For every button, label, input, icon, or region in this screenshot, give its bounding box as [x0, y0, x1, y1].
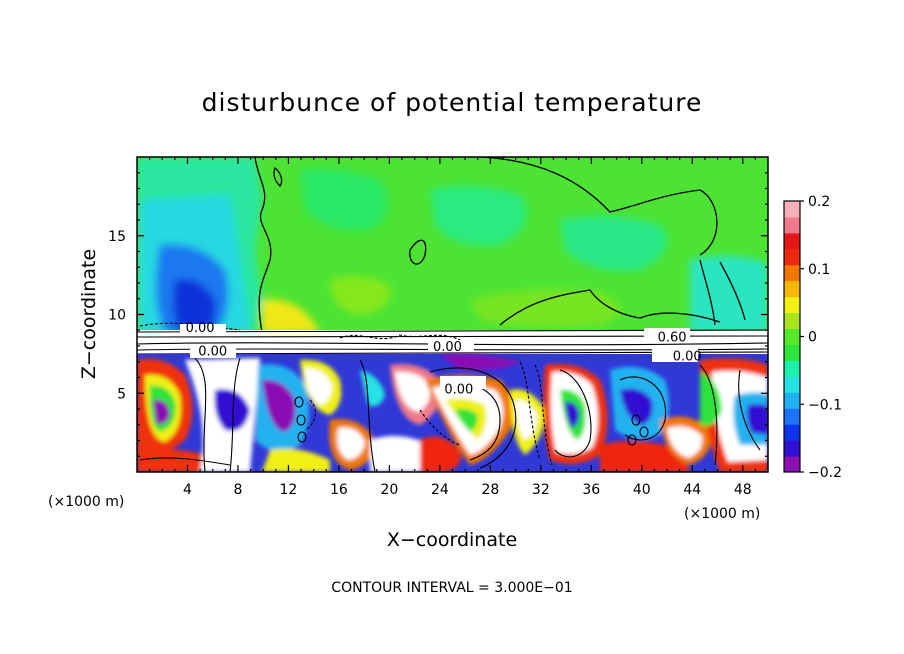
colorbar-swatch [784, 392, 800, 409]
colorbar-tick-label: 0 [808, 330, 817, 346]
plot-area: 0.00 0.00 0.00 0.00 0.60 0.00 [137, 157, 768, 472]
z-tick-labels: 5 10 15 [108, 229, 126, 403]
lower-field-patches [137, 354, 768, 472]
x-unit-label-right: (×1000 m) [684, 506, 760, 522]
x-tick-label: 32 [532, 482, 550, 498]
z-tick-label: 10 [108, 308, 126, 324]
colorbar-swatch [784, 201, 800, 218]
colorbar-swatch [784, 216, 800, 234]
colorbar-swatch [784, 328, 800, 345]
contour-labels: 0.00 0.00 0.00 0.00 0.60 0.00 [186, 321, 702, 397]
colorbar-swatch [784, 232, 800, 250]
colorbar-swatch [784, 408, 800, 425]
x-tick-labels: 4 8 12 16 20 24 28 32 36 40 44 48 [183, 482, 752, 498]
x-tick-label: 24 [431, 482, 449, 498]
colorbar-swatch [784, 344, 800, 361]
x-axis-title: X−coordinate [387, 529, 517, 551]
x-tick-label: 4 [183, 482, 192, 498]
x-unit-label-left: (×1000 m) [48, 494, 124, 510]
colorbar-swatch [784, 280, 800, 298]
x-tick-label: 16 [330, 482, 348, 498]
upper-field-patches [137, 157, 768, 333]
contour-label-backgrounds [180, 324, 698, 389]
contour-label: 0.00 [433, 340, 462, 355]
x-tick-label: 8 [233, 482, 242, 498]
colorbar-swatch [784, 360, 800, 377]
colorbar-swatch [784, 424, 800, 441]
colorbar [783, 200, 801, 473]
contour-label: 0.00 [198, 345, 227, 360]
colorbar-swatch [784, 440, 800, 457]
colorbar-swatch [784, 248, 800, 266]
contour-label: 0.00 [186, 321, 215, 336]
colorbar-tick-label: 0.2 [808, 194, 830, 210]
contour-label: 0.00 [673, 349, 702, 364]
frame-ticks [137, 157, 768, 472]
x-tick-label: 48 [734, 482, 752, 498]
colorbar-tick-label: −0.2 [808, 465, 842, 481]
chart-title: disturbunce of potential temperature [202, 88, 703, 117]
lower-contours [139, 357, 761, 472]
x-tick-label: 36 [582, 482, 600, 498]
colorbar-swatch [784, 376, 800, 393]
colorbar-swatch [784, 456, 800, 473]
colorbar-swatch [784, 312, 800, 330]
colorbar-labels: 0.2 0.1 0 −0.1 −0.2 [800, 194, 842, 481]
x-tick-label: 44 [683, 482, 701, 498]
z-tick-label: 5 [117, 386, 126, 402]
contour-label: 0.00 [444, 383, 473, 398]
x-tick-label: 40 [633, 482, 651, 498]
contour-interval-note: CONTOUR INTERVAL = 3.000E−01 [331, 580, 572, 596]
upper-contours [254, 157, 746, 334]
colorbar-tick-label: −0.1 [808, 397, 842, 413]
colorbar-swatch [784, 296, 800, 314]
colorbar-tick-label: 0.1 [808, 262, 830, 278]
y-axis-title: Z−coordinate [78, 249, 100, 379]
z-tick-label: 15 [108, 229, 126, 245]
x-tick-label: 28 [481, 482, 499, 498]
x-tick-label: 20 [380, 482, 398, 498]
contour-label: 0.60 [658, 331, 687, 346]
x-tick-label: 12 [280, 482, 298, 498]
colorbar-swatch [784, 264, 800, 282]
